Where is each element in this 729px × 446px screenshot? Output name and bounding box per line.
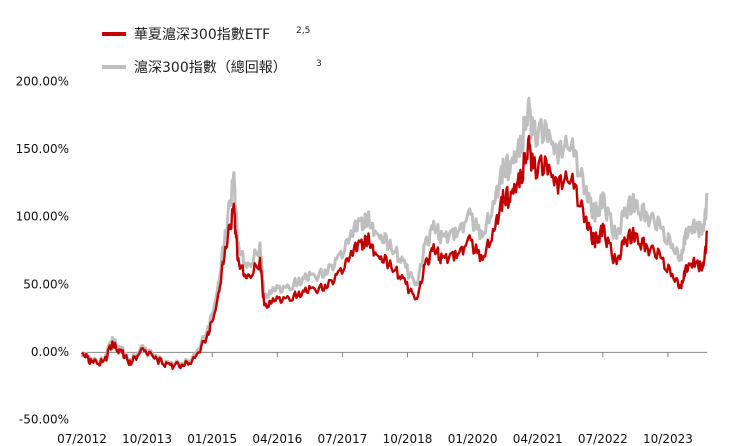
x-tick-label: 07/2022 xyxy=(578,432,628,446)
series-line-index xyxy=(80,96,709,369)
legend-superscript: 2,5 xyxy=(296,26,310,36)
legend-label: 滬深300指數（總回報） xyxy=(134,59,287,76)
y-tick-label: 200.00% xyxy=(16,75,69,89)
legend: 華夏滬深300指數ETF 2,5 滬深300指數（總回報） 3 xyxy=(102,26,322,76)
legend-superscript: 3 xyxy=(316,59,322,69)
x-tick-label: 01/2020 xyxy=(448,432,498,446)
x-tick-label: 07/2012 xyxy=(57,432,107,446)
x-tick-label: 10/2018 xyxy=(383,432,433,446)
x-tick-label: 10/2023 xyxy=(643,432,693,446)
series-layer xyxy=(80,96,709,370)
y-tick-label: 50.00% xyxy=(23,277,69,291)
x-axis: 07/2012 10/2013 01/2015 04/2016 07/2017 10/20… xyxy=(57,351,707,446)
y-tick-label: -50.00% xyxy=(19,413,69,427)
y-tick-label: 0.00% xyxy=(31,345,69,359)
y-tick-label: 100.00% xyxy=(16,210,69,224)
x-tick-label: 04/2016 xyxy=(252,432,302,446)
y-axis-ticks: 200.00% 150.00% 100.00% 50.00% 0.00% -50.00% xyxy=(16,75,69,427)
legend-label: 華夏滬深300指數ETF xyxy=(134,26,270,43)
x-tick-label: 04/2021 xyxy=(513,432,563,446)
series-line-etf xyxy=(81,134,709,370)
legend-item: 滬深300指數（總回報） 3 xyxy=(102,59,322,76)
x-tick-label: 07/2017 xyxy=(317,432,367,446)
x-tick-label: 01/2015 xyxy=(187,432,237,446)
y-tick-label: 150.00% xyxy=(16,142,69,156)
x-tick-label: 10/2013 xyxy=(122,432,172,446)
legend-item: 華夏滬深300指數ETF 2,5 xyxy=(102,26,310,43)
